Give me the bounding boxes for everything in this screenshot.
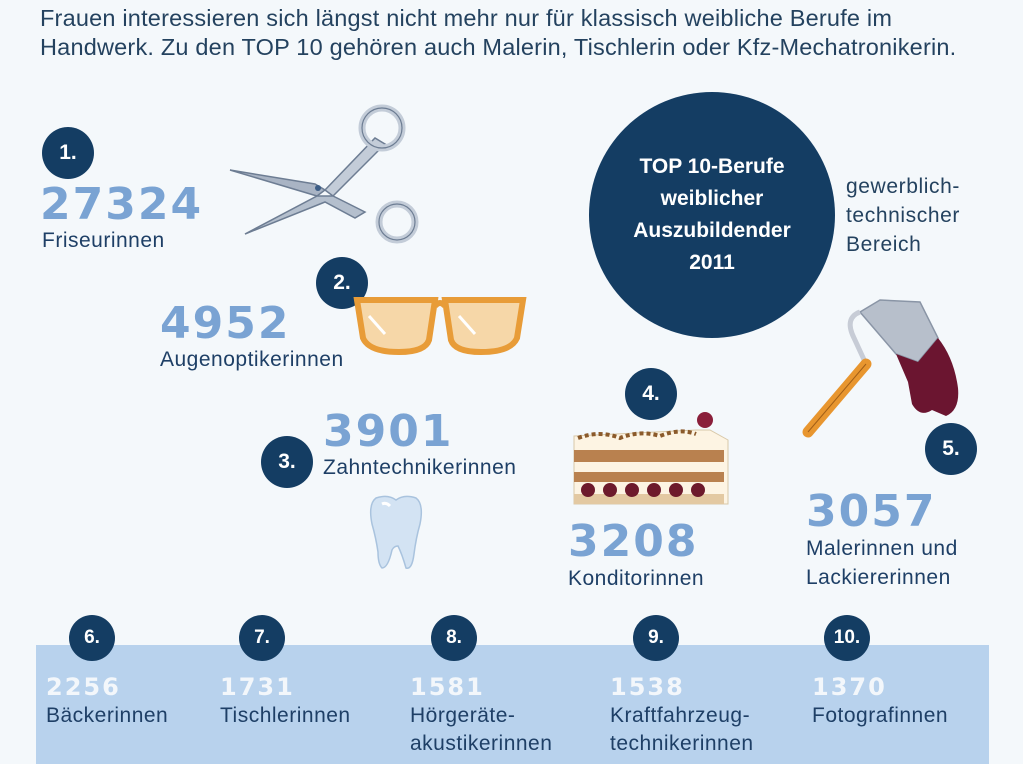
label-5-line1: Malerinnen und xyxy=(806,537,958,560)
tooth-icon xyxy=(369,495,423,569)
label-10: Fotografinnen xyxy=(812,704,949,727)
rank-badge-3: 3. xyxy=(261,436,313,488)
value-4: 3208 xyxy=(568,516,699,567)
label-9-line1: Kraftfahrzeug- xyxy=(610,704,751,727)
intro-text: Frauen interessieren sich längst nicht m… xyxy=(40,5,957,60)
rank-badge-7: 7. xyxy=(239,615,285,661)
label-3: Zahntechnikerinnen xyxy=(323,456,517,479)
category-note: gewerblich-technischer Bereich xyxy=(846,175,960,256)
label-8-line2: akustikerinnen xyxy=(410,732,553,755)
label-5-line2: Lackiererinnen xyxy=(806,566,951,589)
title-circle: TOP 10-Berufe weiblicher Auszubildender … xyxy=(589,92,835,338)
rank-badge-4: 4. xyxy=(625,368,677,420)
rank-badge-9: 9. xyxy=(633,615,679,661)
value-2: 4952 xyxy=(160,298,291,349)
value-10: 1370 xyxy=(812,673,887,701)
value-3: 3901 xyxy=(323,406,454,457)
rank-badge-5: 5. xyxy=(925,423,977,475)
glasses-icon xyxy=(353,297,527,356)
title-circle-text: TOP 10-Berufe weiblicher Auszubildender … xyxy=(633,155,791,274)
paint-roller-icon xyxy=(802,299,959,438)
rank-badge-1: 1. xyxy=(42,127,94,179)
label-7: Tischlerinnen xyxy=(220,704,351,727)
label-6: Bäckerinnen xyxy=(46,704,169,727)
value-8: 1581 xyxy=(410,673,485,701)
label-9-line2: technikerinnen xyxy=(610,732,754,755)
value-6: 2256 xyxy=(46,673,121,701)
label-2: Augenoptikerinnen xyxy=(160,348,344,371)
label-8-line1: Hörgeräte- xyxy=(410,704,516,727)
cake-icon xyxy=(573,412,729,505)
rank-badge-8: 8. xyxy=(431,615,477,661)
value-1: 27324 xyxy=(40,179,204,230)
value-9: 1538 xyxy=(610,673,685,701)
label-1: Friseurinnen xyxy=(42,229,165,252)
scissors-icon xyxy=(229,104,419,244)
value-5: 3057 xyxy=(806,486,937,537)
lower-ranks-band xyxy=(36,645,989,764)
label-4: Konditorinnen xyxy=(568,567,705,590)
rank-badge-10: 10. xyxy=(824,615,870,661)
value-7: 1731 xyxy=(220,673,295,701)
rank-badge-6: 6. xyxy=(69,615,115,661)
